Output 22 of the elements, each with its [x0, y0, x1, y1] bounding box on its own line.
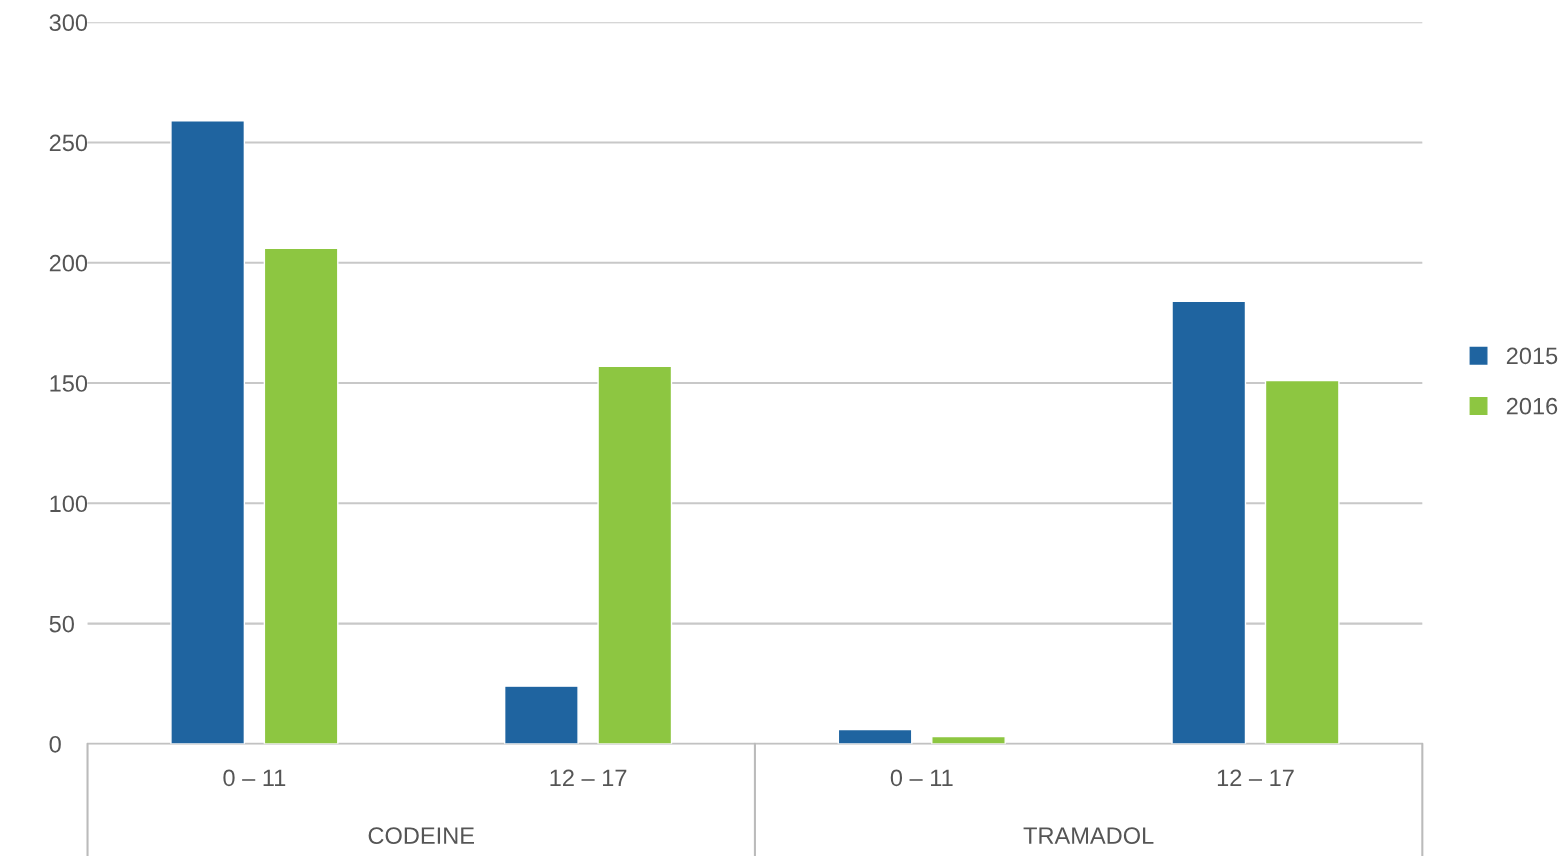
- y-tick-label: 200: [49, 254, 88, 272]
- x-tick-label: 12 – 17: [1217, 769, 1294, 786]
- text: CODEINE: [368, 827, 474, 845]
- y-tick-label: 100: [50, 495, 88, 513]
- legend-label: 2016: [1506, 397, 1558, 415]
- x-tick-label: 0 – 11: [890, 769, 953, 787]
- x-tick-label: 12 – 17: [550, 769, 627, 786]
- bar: [503, 685, 579, 744]
- bar: [597, 365, 673, 744]
- bar: [1171, 300, 1247, 744]
- bar: [170, 120, 246, 744]
- y-tick-label: 150: [50, 375, 88, 392]
- legend-label: 2015: [1506, 347, 1558, 365]
- x-tick-label: 0 – 11: [223, 769, 286, 787]
- y-tick-label: 50: [49, 615, 74, 633]
- bar: [1264, 379, 1340, 744]
- text: TRAMADOL: [1023, 827, 1154, 845]
- y-tick-label: 300: [49, 14, 88, 32]
- bar: [263, 247, 339, 744]
- y-tick-label: 250: [49, 134, 88, 152]
- y-tick-label: 0: [49, 735, 61, 753]
- bar: [837, 728, 913, 744]
